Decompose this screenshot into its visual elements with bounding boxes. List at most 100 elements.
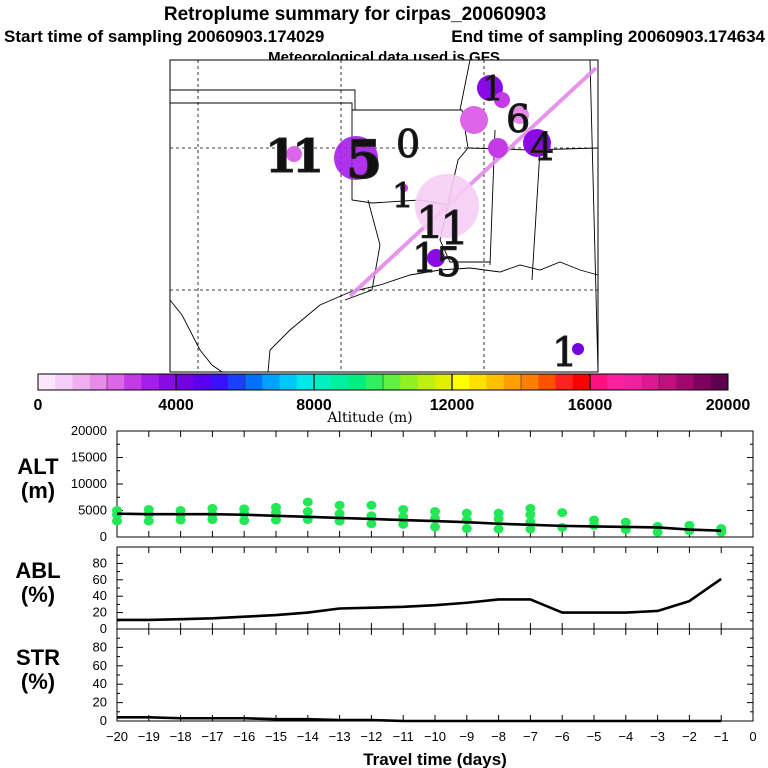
colorbar-cell bbox=[676, 374, 694, 390]
x-tick-label: −20 bbox=[106, 729, 128, 744]
colorbar-title: Altitude (m) bbox=[326, 410, 412, 426]
map-label: 6 bbox=[506, 97, 530, 141]
colorbar-cell bbox=[417, 374, 436, 390]
x-tick-label: −14 bbox=[297, 729, 319, 744]
map-label: 5 bbox=[436, 240, 461, 286]
map-label: 1 bbox=[416, 198, 444, 249]
scatter-point bbox=[334, 500, 345, 510]
scatter-point bbox=[366, 519, 377, 529]
x-tick-label: −11 bbox=[393, 729, 414, 744]
plume-circle bbox=[460, 106, 488, 134]
colorbar-cell bbox=[434, 374, 453, 390]
colorbar-tick-label: 16000 bbox=[568, 397, 613, 414]
series-line bbox=[116, 512, 722, 532]
x-tick-label: −7 bbox=[523, 729, 538, 744]
panel-frame bbox=[116, 628, 754, 722]
colorbar-cell bbox=[158, 374, 177, 390]
map-label: 1 bbox=[552, 330, 577, 376]
map-label: 5 bbox=[346, 130, 382, 191]
colorbar-cell bbox=[38, 374, 56, 390]
y-axis-label: (%) bbox=[21, 582, 55, 607]
x-tick-label: −3 bbox=[650, 729, 665, 744]
scatter-point bbox=[716, 527, 727, 537]
plume-circle bbox=[511, 106, 529, 124]
colorbar-cell bbox=[710, 374, 729, 390]
x-tick-label: −10 bbox=[424, 729, 446, 744]
colorbar-cell bbox=[227, 374, 246, 390]
y-tick-label: 40 bbox=[93, 588, 107, 603]
colorbar-cell bbox=[693, 374, 712, 390]
scatter-point bbox=[143, 516, 154, 526]
x-tick-label: 0 bbox=[749, 729, 756, 744]
x-tick-label: −2 bbox=[682, 729, 697, 744]
scatter-point bbox=[175, 515, 186, 525]
scatter-point bbox=[112, 516, 122, 526]
colorbar-tick-label: 4000 bbox=[158, 397, 194, 414]
series-line bbox=[117, 577, 722, 622]
scatter-point bbox=[302, 507, 313, 517]
y-tick-label: 80 bbox=[93, 639, 107, 654]
colorbar-cell bbox=[400, 374, 418, 390]
scatter-point bbox=[493, 514, 504, 524]
plume-circles bbox=[286, 75, 584, 355]
colorbar-cell bbox=[107, 374, 125, 390]
x-tick-label: −17 bbox=[201, 729, 223, 744]
scatter-point bbox=[461, 524, 472, 534]
map-label: 1 bbox=[440, 201, 469, 255]
scatter-point bbox=[493, 524, 504, 534]
y-axis-label: STR bbox=[16, 645, 60, 670]
scatter-point bbox=[620, 517, 631, 527]
x-tick-label: −15 bbox=[265, 729, 287, 744]
colorbar-cell bbox=[365, 374, 384, 390]
colorbar-cell bbox=[72, 374, 91, 390]
scatter-point bbox=[334, 509, 345, 519]
y-tick-label: 60 bbox=[93, 572, 107, 587]
scatter-point bbox=[366, 500, 377, 510]
plume-circle bbox=[334, 136, 378, 180]
colorbar-cell bbox=[469, 374, 487, 390]
scatter-point bbox=[398, 504, 409, 514]
figure-title: Retroplume summary for cirpas_20060903 bbox=[164, 4, 546, 25]
y-tick-label: 10000 bbox=[71, 476, 107, 491]
colorbar-cell bbox=[331, 374, 349, 390]
colorbar-cell bbox=[245, 374, 263, 390]
y-axis-label: (m) bbox=[21, 478, 55, 503]
scatter-point bbox=[525, 524, 536, 534]
scatter-point bbox=[398, 519, 409, 529]
y-tick-label: 20 bbox=[93, 605, 107, 620]
scatter-point bbox=[652, 527, 663, 537]
colorbar-cell bbox=[624, 374, 643, 390]
y-tick-label: 80 bbox=[93, 555, 107, 570]
x-tick-label: −19 bbox=[138, 729, 160, 744]
colorbar-cell bbox=[176, 374, 194, 390]
scatter-point bbox=[207, 515, 218, 525]
map-label: 4 bbox=[530, 125, 554, 169]
y-axis-label: (%) bbox=[21, 669, 55, 694]
colorbar-cell bbox=[452, 374, 470, 390]
plume-circle bbox=[427, 249, 445, 267]
series-line bbox=[117, 716, 722, 723]
y-tick-label: 20 bbox=[93, 695, 107, 710]
colorbar-cell bbox=[141, 374, 160, 390]
map-label: 0 bbox=[396, 122, 420, 166]
colorbar-cell bbox=[279, 374, 298, 390]
y-tick-label: 60 bbox=[93, 658, 107, 673]
colorbar-cell bbox=[314, 374, 332, 390]
colorbar-tick-label: 12000 bbox=[430, 397, 475, 414]
colorbar-cell bbox=[590, 374, 608, 390]
colorbar-tick-label: 20000 bbox=[706, 397, 751, 414]
plume-circle bbox=[415, 174, 479, 238]
colorbar-cell bbox=[296, 374, 315, 390]
scatter-point bbox=[557, 522, 568, 532]
y-tick-label: 20000 bbox=[71, 423, 107, 438]
plume-circle bbox=[286, 146, 302, 162]
y-tick-label: 40 bbox=[93, 676, 107, 691]
colorbar-cell bbox=[193, 374, 211, 390]
x-tick-label: −13 bbox=[329, 729, 351, 744]
altitude-colorbar: 0 4000 8000 12000 16000 20000 Altitude (m) bbox=[34, 373, 751, 426]
colorbar-cell bbox=[348, 374, 367, 390]
x-axis-title: Travel time (days) bbox=[363, 750, 507, 768]
y-tick-label: 15000 bbox=[71, 450, 107, 465]
